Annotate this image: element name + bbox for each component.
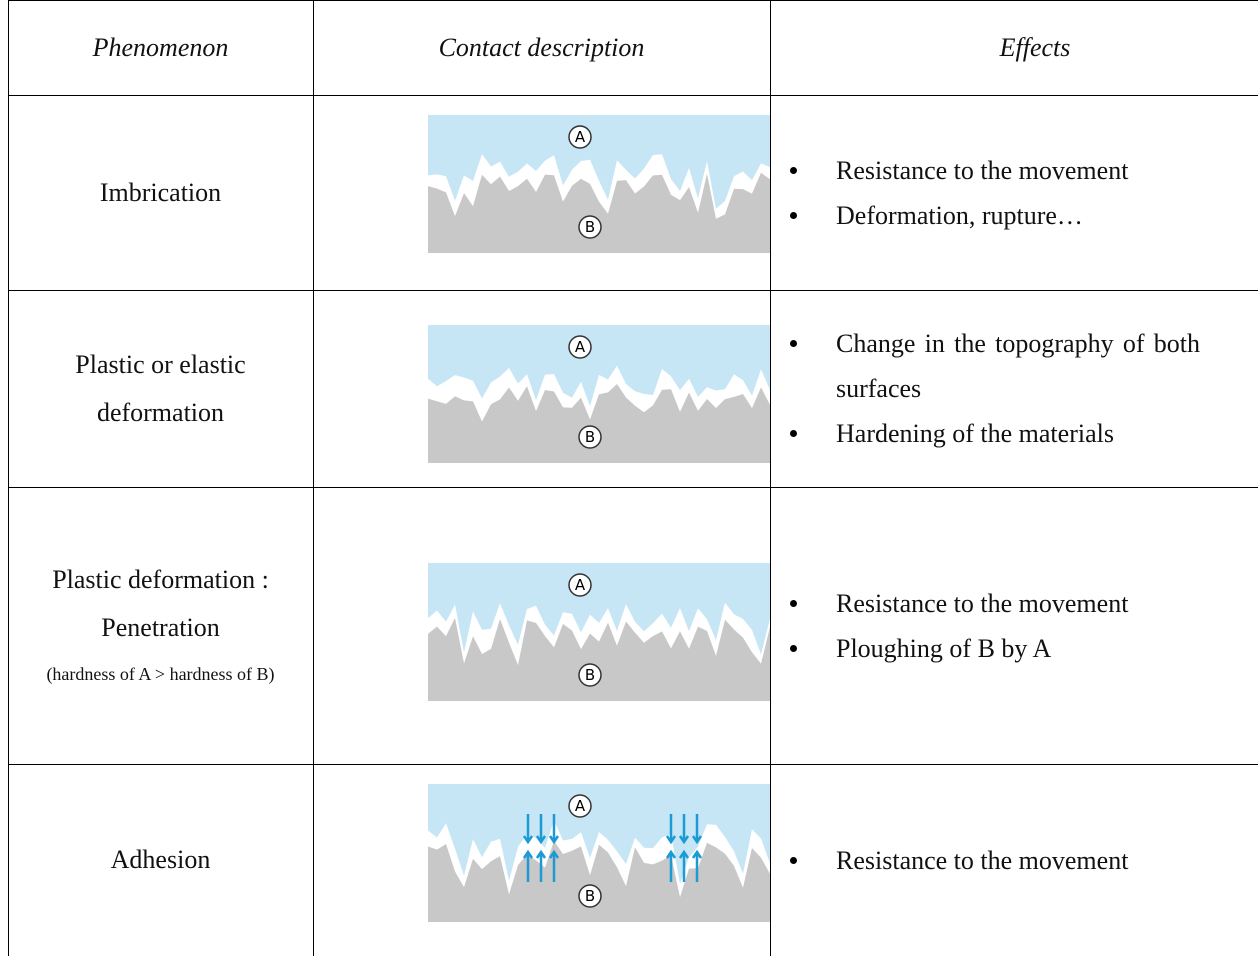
label-circle	[578, 215, 602, 239]
label-circle	[578, 884, 602, 908]
header-text: Contact description	[438, 32, 645, 62]
contact-diagram: AB	[428, 563, 770, 701]
effect-item: Deformation, rupture…	[790, 193, 1200, 238]
effects-cell: Resistance to the movement Deformation, r…	[790, 148, 1200, 238]
label-circle	[568, 794, 592, 818]
effects-cell: Change in the topography of both surface…	[790, 321, 1200, 456]
header-text: Effects	[999, 32, 1071, 62]
header-cell: Phenomenon	[8, 0, 313, 95]
effects-list: Resistance to the movement	[790, 838, 1200, 883]
phenomenon-text: Imbrication	[99, 177, 222, 207]
effect-item: Resistance to the movement	[790, 838, 1200, 883]
label-circle	[578, 425, 602, 449]
table-border	[8, 764, 1258, 765]
diagram-label: A	[575, 338, 586, 356]
phenomenon-cell: Imbrication	[8, 95, 313, 290]
label-circle	[568, 573, 592, 597]
effect-item: Resistance to the movement	[790, 148, 1200, 193]
effect-item: Ploughing of B by A	[790, 626, 1200, 671]
force-arrow	[548, 814, 560, 882]
table-border	[8, 290, 1258, 291]
phenomenon-text: Plastic deformation :	[52, 564, 269, 594]
force-arrow	[678, 814, 690, 882]
diagram-label: B	[585, 666, 595, 684]
table-border	[8, 487, 1258, 488]
effect-item: Resistance to the movement	[790, 581, 1200, 626]
table-border	[770, 0, 771, 956]
phenomenon-text: Adhesion	[110, 845, 211, 874]
header-cell: Contact description	[313, 0, 770, 95]
diagram-label: A	[575, 128, 586, 146]
force-arrow	[665, 814, 677, 882]
effects-cell: Resistance to the movement Ploughing of B…	[790, 581, 1200, 671]
phenomenon-text: Penetration	[101, 612, 220, 642]
surface-b	[428, 172, 770, 253]
table-border	[8, 0, 9, 956]
contact-diagram: AB	[428, 784, 770, 922]
surface-b	[428, 383, 770, 463]
effect-item: Hardening of the materials	[790, 411, 1200, 456]
label-circle	[568, 335, 592, 359]
effect-item: Change in the topography of both surface…	[790, 321, 1200, 411]
surface-b	[428, 618, 770, 701]
phenomenon-cell: Adhesion	[8, 764, 313, 956]
phenomenon-text: Plastic or elastic	[75, 349, 246, 379]
contact-diagram: AB	[428, 115, 770, 253]
effects-cell: Resistance to the movement	[790, 838, 1200, 883]
surface-b	[428, 840, 770, 922]
table-border	[8, 0, 1258, 1]
header-text: Phenomenon	[92, 32, 229, 62]
phenomenon-cell: Plastic or elastic deformation	[8, 290, 313, 487]
diagram-label: B	[585, 887, 595, 905]
force-arrow	[522, 814, 534, 882]
phenomenon-text: deformation	[96, 397, 225, 427]
phenomenon-cell: Plastic deformation : Penetration (hardnes…	[8, 487, 313, 764]
table-border	[8, 95, 1258, 96]
table-border	[313, 0, 314, 956]
effects-list: Resistance to the movement Deformation, r…	[790, 148, 1200, 238]
force-arrow	[535, 814, 547, 882]
diagram-label: B	[585, 218, 595, 236]
diagram-label: B	[585, 428, 595, 446]
diagram-label: A	[575, 576, 586, 594]
diagram-label: A	[575, 797, 586, 815]
label-circle	[568, 125, 592, 149]
phenomenon-note: (hardness of A > hardness of B)	[46, 663, 275, 684]
label-circle	[578, 663, 602, 687]
header-cell: Effects	[770, 0, 1258, 95]
effects-list: Change in the topography of both surface…	[790, 321, 1200, 456]
force-arrow	[691, 814, 703, 882]
contact-diagram: AB	[428, 325, 770, 463]
effects-list: Resistance to the movement Ploughing of B…	[790, 581, 1200, 671]
